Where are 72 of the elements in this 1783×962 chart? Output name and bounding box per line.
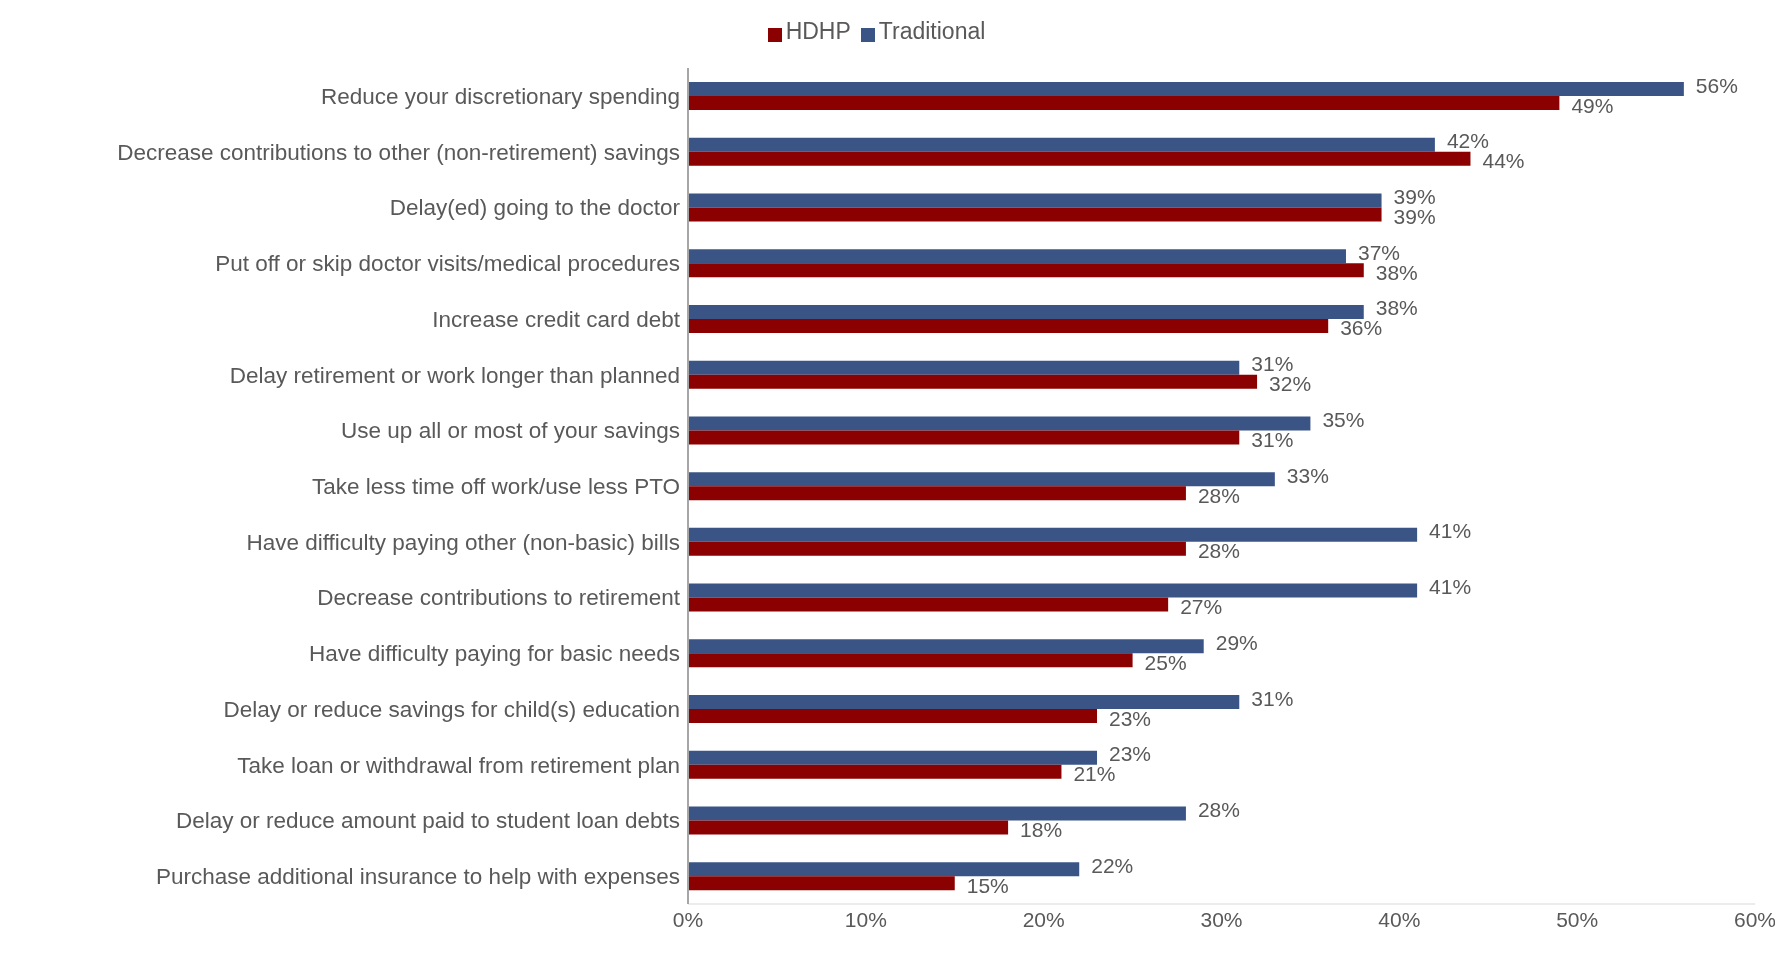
y-tick-label: Delay or reduce amount paid to student loan debts xyxy=(175,808,680,834)
legend-label: HDHP xyxy=(785,18,851,44)
bar xyxy=(688,806,1186,821)
data-label: 28% xyxy=(1197,798,1240,822)
bar xyxy=(688,750,1098,765)
data-label: 28% xyxy=(1197,483,1240,507)
bar xyxy=(688,597,1169,612)
bar xyxy=(688,541,1186,556)
data-label: 15% xyxy=(966,873,1009,897)
bar xyxy=(688,137,1435,152)
bar xyxy=(688,764,1062,779)
y-tick-label: Use up all or most of your savings xyxy=(341,418,680,444)
y-tick-label: Have difficulty paying other (non-basic) bills xyxy=(246,529,680,555)
bar xyxy=(688,263,1364,278)
data-label: 35% xyxy=(1322,407,1365,431)
data-label: 27% xyxy=(1180,595,1223,619)
bar xyxy=(688,653,1133,668)
legend-label: Traditional xyxy=(878,18,986,44)
bar xyxy=(688,82,1684,96)
bar xyxy=(688,527,1418,542)
data-label: 56% xyxy=(1695,73,1738,97)
data-label: 28% xyxy=(1197,539,1240,563)
x-tick-label: 50% xyxy=(1556,907,1599,931)
data-label: 41% xyxy=(1429,519,1472,543)
bar xyxy=(688,639,1204,654)
y-tick-label: Reduce your discretionary spending xyxy=(321,83,680,109)
bar xyxy=(688,151,1471,166)
bar xyxy=(688,96,1560,110)
data-label: 23% xyxy=(1109,706,1152,730)
bar xyxy=(688,472,1275,487)
x-tick-label: 40% xyxy=(1378,907,1421,931)
data-label: 18% xyxy=(1020,818,1063,842)
bar xyxy=(688,416,1311,431)
bar xyxy=(688,820,1009,835)
data-label: 29% xyxy=(1215,630,1258,654)
bar xyxy=(688,360,1240,375)
bar xyxy=(688,862,1080,877)
x-tick-label: 60% xyxy=(1733,907,1777,931)
y-tick-label: Have difficulty paying for basic needs xyxy=(308,641,680,667)
bar xyxy=(688,318,1329,333)
bar xyxy=(688,207,1382,222)
bar xyxy=(688,695,1240,710)
bar xyxy=(688,193,1382,208)
x-tick-label: 30% xyxy=(1200,907,1243,931)
y-tick-label: Decrease contributions to retirement xyxy=(317,585,681,611)
y-tick-label: Decrease contributions to other (non-retirement) savings xyxy=(117,139,680,165)
bar xyxy=(688,583,1418,598)
y-tick-label: Put off or skip doctor visits/medical procedures xyxy=(215,251,680,277)
y-tick-label: Take less time off work/use less PTO xyxy=(311,473,680,499)
data-label: 33% xyxy=(1286,463,1329,487)
data-label: 25% xyxy=(1144,650,1187,674)
x-tick-label: 20% xyxy=(1022,907,1065,931)
data-label: 22% xyxy=(1091,853,1134,877)
data-label: 41% xyxy=(1429,575,1472,599)
bar xyxy=(688,430,1240,445)
x-tick-label: 10% xyxy=(844,907,887,931)
bar xyxy=(688,374,1258,389)
y-tick-label: Delay or reduce savings for child(s) education xyxy=(223,696,680,722)
y-tick-label: Delay retirement or work longer than planned xyxy=(229,362,680,388)
bar xyxy=(688,876,955,891)
bar xyxy=(688,486,1186,501)
y-tick-label: Take loan or withdrawal from retirement plan xyxy=(237,752,680,778)
data-label: 31% xyxy=(1251,427,1294,451)
data-label: 49% xyxy=(1571,93,1614,117)
data-label: 31% xyxy=(1251,686,1294,710)
bar xyxy=(688,709,1098,724)
y-tick-label: Delay(ed) going to the doctor xyxy=(389,195,681,221)
y-tick-label: Purchase additional insurance to help with expenses xyxy=(155,864,680,890)
bar xyxy=(688,249,1346,264)
x-tick-label: 0% xyxy=(672,907,704,931)
bar xyxy=(688,304,1364,319)
y-tick-label: Increase credit card debt xyxy=(432,306,681,332)
